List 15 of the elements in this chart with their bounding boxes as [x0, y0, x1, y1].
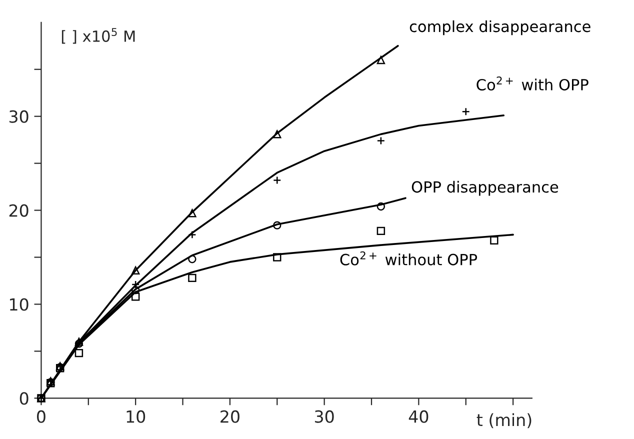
series-label: Co$^{2+}$ with OPP	[476, 76, 588, 90]
x-tick-label: 0	[37, 410, 46, 423]
y-axis-title: [ ] x10$^{5}$ M	[62, 28, 135, 44]
x-tick-label: 10	[126, 410, 146, 423]
series-label: complex disappearance	[410, 20, 590, 36]
y-tick-label: 20	[9, 204, 28, 217]
y-tick-label: 0	[20, 392, 28, 405]
x-axis-title: t (min)	[476, 413, 532, 428]
x-tick-label: 30	[314, 410, 334, 423]
series-label: Co$^{2+}$ without OPP	[340, 251, 478, 266]
series-label: OPP disappearance	[412, 180, 558, 196]
x-tick-label: 40	[408, 410, 428, 423]
x-tick-label: 20	[220, 410, 240, 423]
y-tick-label: 30	[9, 110, 28, 123]
y-tick-label: 10	[10, 298, 28, 311]
